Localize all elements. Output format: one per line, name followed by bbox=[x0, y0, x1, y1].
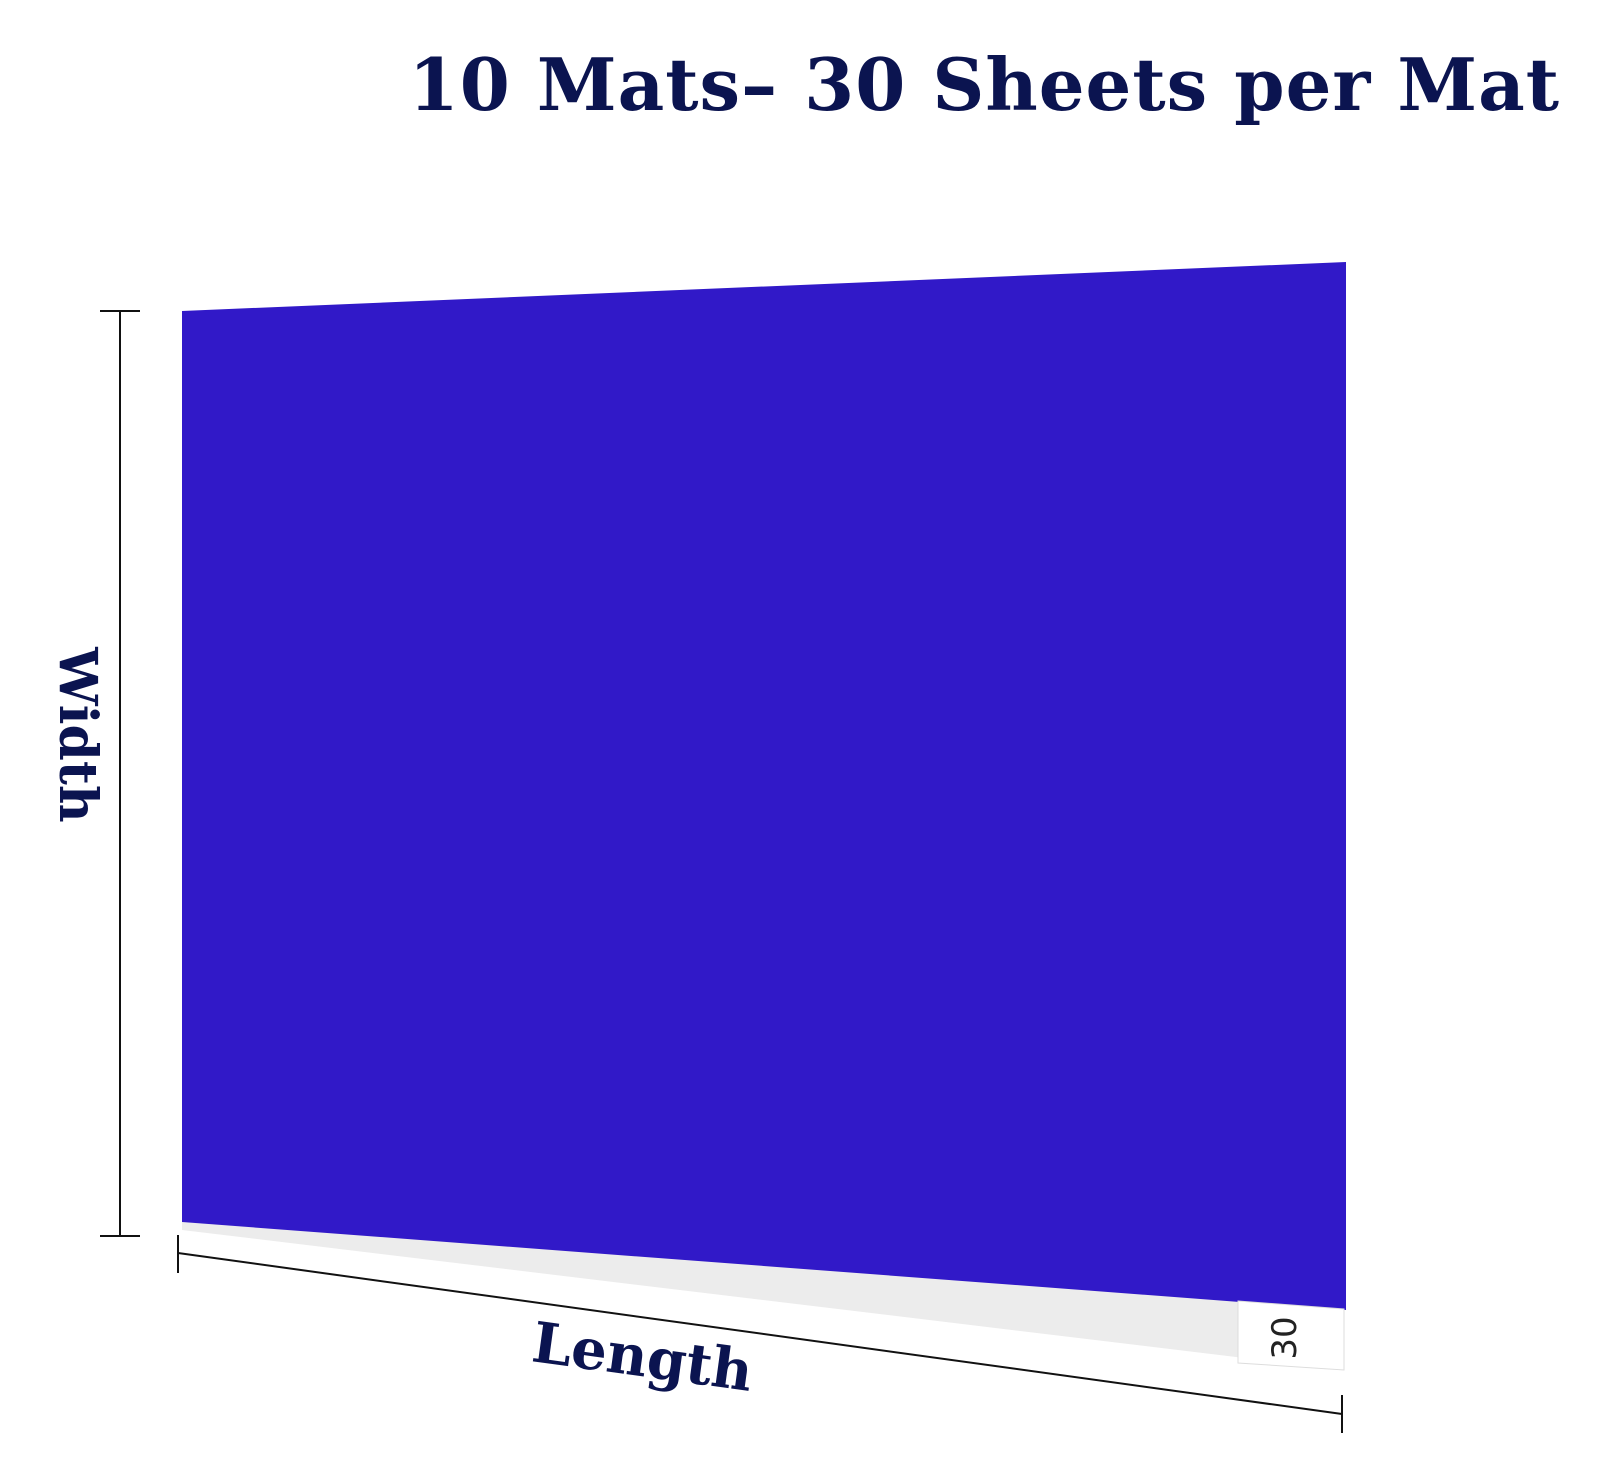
headline-title: 10 Mats– 30 Sheets per Mat bbox=[408, 42, 1560, 127]
sheet-number-tab bbox=[1237, 1300, 1345, 1371]
mat-sheet-edge bbox=[182, 1222, 1344, 1370]
length-label: Length bbox=[528, 1309, 756, 1404]
sticky-mat bbox=[182, 262, 1346, 1310]
width-dimension-line bbox=[100, 310, 140, 1237]
length-dimension-line bbox=[177, 1235, 1343, 1433]
sheet-count-label: 30 bbox=[1265, 1316, 1305, 1359]
width-label: Width bbox=[47, 646, 108, 822]
